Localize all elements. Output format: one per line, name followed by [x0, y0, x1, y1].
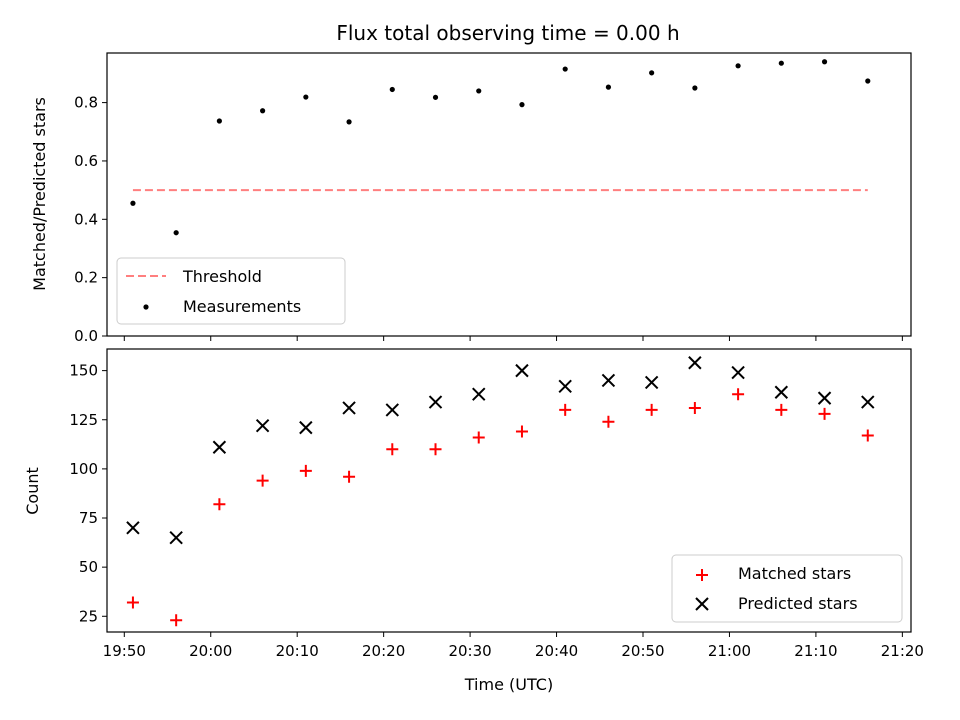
bottom-y-tick-label: 150 [69, 362, 98, 380]
predicted-stars-point [515, 363, 529, 378]
measurement-point [476, 88, 482, 94]
top-y-tick-label: 0.6 [74, 152, 98, 170]
matched-stars-point [429, 443, 442, 456]
measurement-point [389, 86, 395, 93]
predicted-stars-point [601, 373, 616, 388]
predicted-stars-point [731, 365, 745, 380]
bottom-y-axis-label: Count [23, 467, 42, 515]
top-y-tick-label: 0.8 [74, 94, 98, 112]
x-tick-label: 20:40 [535, 642, 578, 660]
measurement-point [216, 118, 222, 124]
measurement-point [778, 60, 784, 66]
matched-stars-point [515, 425, 528, 438]
predicted-stars-point [255, 418, 270, 433]
x-tick-label: 20:00 [189, 642, 232, 660]
measurement-point [649, 70, 655, 76]
legend-predicted-swatch [695, 597, 709, 611]
legend-matched-label: Matched stars [738, 564, 851, 583]
bottom-y-tick-label: 100 [69, 460, 98, 478]
predicted-stars-point [212, 440, 227, 454]
measurement-point [562, 66, 568, 72]
predicted-stars-point [126, 521, 140, 535]
bottom-y-tick-label: 50 [79, 558, 98, 576]
top-plot-area: 0.0 0.2 0.4 0.6 0.8 [74, 59, 903, 345]
measurement-point [519, 102, 525, 108]
predicted-stars-point [299, 420, 313, 435]
matched-stars-point [645, 403, 658, 416]
predicted-stars-point [385, 403, 399, 417]
bottom-y-tick-label: 75 [79, 509, 98, 527]
x-tick-label: 21:10 [794, 642, 837, 660]
predicted-stars-point [774, 385, 789, 399]
top-y-axis-label: Matched/Predicted stars [30, 97, 49, 291]
bottom-y-tick-label: 125 [69, 411, 98, 429]
matched-stars-point [559, 403, 572, 416]
predicted-stars-point [558, 379, 572, 394]
measurement-point [260, 108, 266, 114]
x-tick-label: 20:50 [621, 642, 664, 660]
x-tick-label: 20:10 [276, 642, 319, 660]
matched-stars-point [775, 403, 788, 416]
matched-stars-point [602, 415, 615, 428]
matched-stars-point [343, 470, 356, 483]
predicted-stars-point [169, 530, 183, 545]
predicted-stars-point [472, 387, 486, 401]
measurement-point [821, 59, 828, 65]
legend-measurements-swatch [143, 304, 149, 310]
measurement-point [130, 200, 136, 206]
measurement-point [692, 85, 698, 91]
matched-stars-point [861, 429, 874, 442]
matched-stars-point [170, 614, 183, 627]
legend-measurements-label: Measurements [183, 297, 301, 316]
matched-stars-point [732, 388, 745, 401]
measurement-point [865, 78, 871, 84]
top-plot-frame [106, 52, 912, 337]
x-tick-label: 20:20 [362, 642, 405, 660]
x-tick-label: 20:30 [448, 642, 491, 660]
predicted-stars-point [817, 391, 832, 405]
legend-threshold-label: Threshold [182, 267, 262, 286]
legend-predicted-label: Predicted stars [738, 594, 858, 613]
bottom-panel: Count Time (UTC) 25 50 75 100 125 150 19:50 20:… [23, 348, 924, 694]
predicted-stars-point [644, 375, 659, 390]
x-tick-label: 21:20 [881, 642, 924, 660]
top-y-tick-label: 0.0 [74, 327, 98, 345]
predicted-stars-point [342, 401, 356, 415]
bottom-plot-frame [106, 348, 912, 633]
matched-stars-point [688, 401, 701, 414]
measurement-point [605, 84, 612, 90]
bottom-y-tick-label: 25 [79, 607, 98, 625]
predicted-stars-point [861, 395, 875, 409]
matched-stars-point [299, 464, 312, 477]
bottom-x-axis-label: Time (UTC) [464, 675, 553, 694]
top-y-tick-label: 0.4 [74, 210, 98, 228]
measurement-point [346, 119, 352, 125]
measurement-point [303, 94, 309, 100]
matched-stars-point [213, 498, 226, 511]
bottom-legend-box [671, 554, 903, 623]
bottom-plot-area: 25 50 75 100 125 150 19:50 20:00 20:10 20:20 20:30… [69, 356, 924, 660]
matched-stars-point [126, 596, 139, 609]
bottom-legend: Matched stars Predicted stars [671, 554, 903, 623]
predicted-stars-point [428, 395, 443, 409]
matched-stars-point [386, 443, 399, 456]
top-legend-box [116, 257, 346, 325]
predicted-stars-point [688, 356, 702, 370]
matched-stars-point [472, 431, 485, 444]
top-legend: Threshold Measurements [116, 257, 346, 325]
measurement-point [432, 94, 439, 100]
measurement-point [735, 63, 741, 69]
measurement-point [173, 230, 179, 236]
legend-matched-swatch [696, 569, 708, 581]
matched-stars-point [256, 474, 269, 487]
matched-stars-point [818, 407, 831, 420]
top-panel: Flux total observing time = 0.00 h Match… [30, 21, 912, 345]
x-tick-label: 21:00 [708, 642, 751, 660]
x-tick-label: 19:50 [103, 642, 146, 660]
top-chart-title: Flux total observing time = 0.00 h [336, 21, 679, 45]
top-y-tick-label: 0.2 [74, 269, 98, 287]
